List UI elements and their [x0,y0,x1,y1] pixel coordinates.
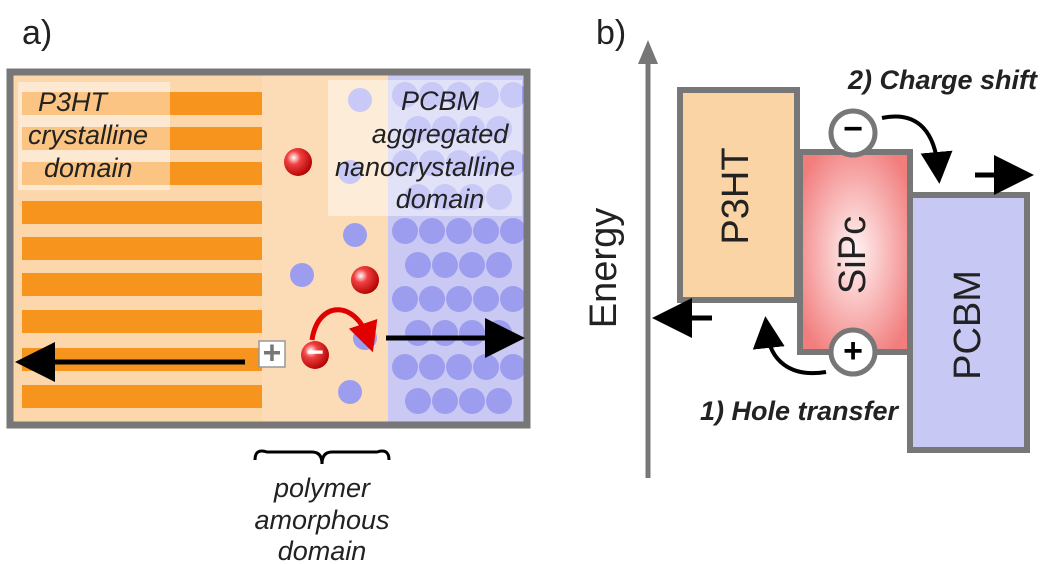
pcbm-molecule [459,320,485,346]
pcbm-molecule [405,388,431,414]
plus-sign: + [843,332,863,370]
pcbm-molecule [343,223,367,247]
pcbm-molecule [419,354,445,380]
pcbm-molecule [473,218,499,244]
pcbm-molecule [392,218,418,244]
amorphous-label: domain [278,536,367,564]
pcbm-molecule [405,252,431,278]
lamella [22,237,262,260]
lamella [22,310,262,333]
pcbm-molecule [405,320,431,346]
box-label: PCBM [947,270,989,380]
step-label: 2) Charge shift [847,65,1038,95]
crystalline-label: domain [44,153,133,183]
panel-label: a) [22,14,52,52]
pcbm-molecule [446,354,472,380]
step-label: 1) Hole transfer [700,396,900,426]
minus-sign: − [843,110,863,148]
panel-label: b) [596,14,626,52]
axis-head [638,40,658,64]
pcbm-molecule [500,218,526,244]
lamella [22,273,262,296]
lamella [22,385,262,408]
pcbm-molecule [486,320,512,346]
amorphous-label: amorphous [254,505,389,535]
box-label: SiPc [832,216,874,294]
pcbm-label: domain [396,184,485,214]
figure: a) P3HT crystalline domain PCBM aggregat… [0,0,1044,564]
brace [255,451,389,464]
pcbm-molecule [486,388,512,414]
pcbm-molecule [290,263,314,287]
plus-sign: + [263,334,282,370]
pcbm-label: nanocrystalline [335,152,515,182]
crystalline-label: P3HT [38,87,110,117]
pcbm-label: PCBM [401,86,480,116]
pcbm-molecule [473,354,499,380]
lamella [22,201,262,224]
pcbm-molecule [459,388,485,414]
pcbm-molecule [459,252,485,278]
sipc-molecule [284,148,312,176]
pcbm-molecule [473,286,499,312]
pcbm-molecule [432,388,458,414]
pcbm-molecule [446,218,472,244]
pcbm-molecule [338,380,362,404]
pcbm-molecule [486,252,512,278]
axis-label: Energy [583,208,625,328]
pcbm-molecule [446,286,472,312]
pcbm-molecule [432,320,458,346]
pcbm-molecule [392,354,418,380]
pcbm-label: aggregated [372,119,510,149]
pcbm-molecule [419,218,445,244]
box-label: P3HT [715,147,757,244]
amorphous-label: polymer [273,473,371,503]
minus-sign: − [306,336,324,369]
pcbm-molecule [500,354,526,380]
crystalline-label: crystalline [28,120,148,150]
sipc-molecule [351,266,379,294]
pcbm-molecule [500,286,526,312]
pcbm-molecule [432,252,458,278]
pcbm-molecule [419,286,445,312]
pcbm-molecule [392,286,418,312]
